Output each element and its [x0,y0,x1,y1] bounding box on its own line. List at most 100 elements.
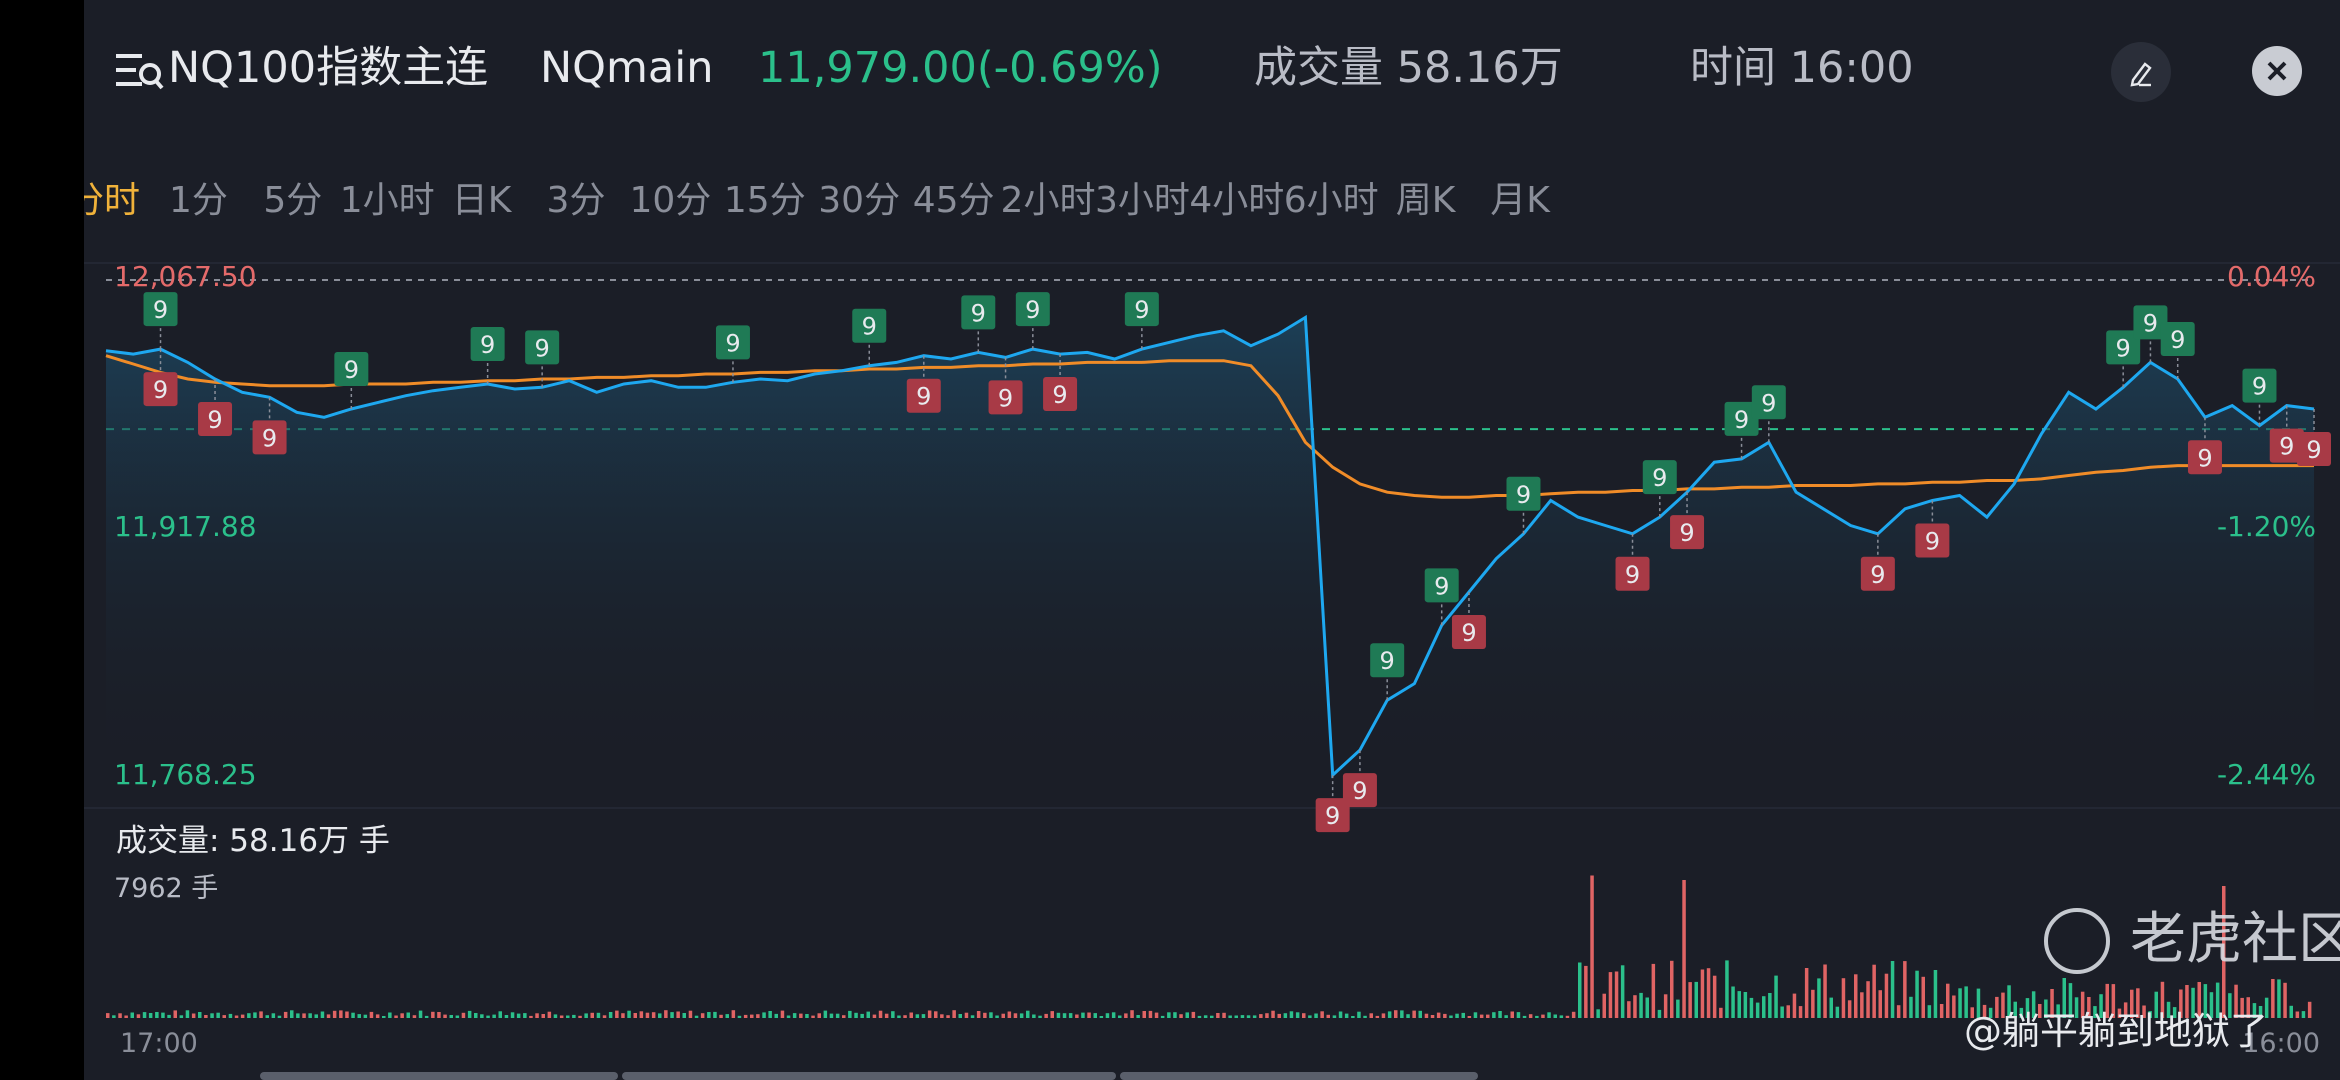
td-marker-buy [2106,330,2141,365]
td-marker-label: 9 [1516,481,1531,509]
tab-8[interactable]: 30分 [818,180,901,221]
volume-bar [1124,1013,1128,1018]
tab-2[interactable]: 5分 [263,180,323,221]
volume-bar [2025,998,2030,1018]
tab-4[interactable]: 日K [451,180,512,221]
volume-bar [1394,1010,1398,1018]
tab-5[interactable]: 3分 [546,180,606,221]
scrollbar-middle[interactable] [622,1072,1116,1080]
menu-search-icon[interactable] [116,50,164,92]
volume-bar [835,1013,840,1018]
td-marker-label: 9 [344,356,359,384]
volume-bar [670,1012,674,1018]
volume-bar [1344,1013,1349,1018]
volume-bar [891,1011,895,1018]
volume-bar [633,1013,637,1018]
volume-bar [1099,1016,1104,1018]
volume-bar [1706,968,1711,1018]
volume-bar [1553,1014,1557,1018]
td-marker-label: 9 [1352,777,1367,805]
volume-bar [805,1014,809,1018]
volume-bar [2222,886,2226,1018]
volume-bar [1418,1010,1422,1018]
td-marker-label: 9 [1679,519,1694,547]
volume-bar [424,1015,429,1018]
price-axis-low: 11,768.25 [114,758,257,791]
volume-bar [1694,981,1698,1018]
volume-bar [1602,993,1606,1018]
percent-axis-high: 0.04% [2227,260,2316,293]
volume-bar [253,1012,257,1018]
volume-bar [1970,1007,1974,1018]
volume-bar [222,1015,226,1018]
tab-0[interactable]: 分时 [84,180,141,221]
volume-bar [2283,982,2287,1018]
volume-bar [1160,1015,1165,1018]
tab-10[interactable]: 2小时 [1000,180,1096,221]
tab-13[interactable]: 6小时 [1283,180,1379,221]
volume-bar [198,1012,202,1018]
tab-11[interactable]: 3小时 [1094,180,1190,221]
td-marker-label: 9 [1134,296,1149,324]
tab-divider [84,262,2340,264]
volume-bar [884,1013,889,1018]
volume-bar [1915,970,1919,1018]
volume-bar [694,1015,699,1018]
td-marker-sell [1043,377,1078,412]
tab-3[interactable]: 1小时 [339,180,435,221]
tab-1[interactable]: 1分 [168,180,228,221]
volume-bar [535,1013,539,1018]
td-marker-sell [1315,798,1350,833]
td-marker-label: 9 [2197,444,2212,472]
volume-bar [1007,1011,1012,1018]
volume-bar [1289,1011,1294,1018]
td-marker-label: 9 [1052,381,1067,409]
td-marker-sell [1342,773,1377,808]
volume-bar [541,1014,545,1018]
volume-bar [866,1011,870,1018]
volume-bar [345,1011,349,1018]
td-marker-label: 9 [916,383,931,411]
td-marker-buy [1751,385,1786,420]
td-marker-sell [2297,431,2331,466]
volume-bar [1811,989,1815,1018]
volume-bar [2179,989,2183,1018]
volume-bar [1467,1016,1472,1018]
volume-bar [467,1010,472,1018]
tab-7[interactable]: 15分 [723,180,806,221]
tab-14[interactable]: 周K [1395,180,1456,221]
volume-bar [1762,996,1766,1018]
td-marker-label: 9 [1434,572,1449,600]
scrollbar-left[interactable] [260,1072,618,1080]
volume-bar [1896,1005,1901,1018]
scrollbar-right[interactable] [1120,1072,1478,1080]
volume-bar [394,1015,398,1018]
tab-9[interactable]: 45分 [912,180,995,221]
volume-bar [1210,1015,1214,1018]
volume-bar [1142,1011,1146,1018]
tab-6[interactable]: 10分 [629,180,712,221]
volume-bar [1314,1013,1318,1018]
time-axis-end: 16:00 [2242,1028,2320,1059]
edit-button[interactable] [2111,42,2171,102]
td-marker-label: 9 [1380,647,1395,675]
td-marker-label: 9 [2116,334,2131,362]
volume-bar [228,1013,233,1018]
symbol-name[interactable]: NQ100指数主连 [168,43,489,93]
volume-bar [449,1015,453,1018]
tab-12[interactable]: 4小时 [1189,180,1285,221]
volume-bar [590,1012,594,1018]
td-marker-label: 9 [1925,528,1940,556]
volume-bar [2087,997,2091,1018]
volume-bar [2013,1001,2017,1018]
volume-bar [915,1014,920,1018]
volume-bar [627,1010,631,1018]
volume-bar [750,1014,754,1018]
close-button[interactable] [2252,46,2302,96]
tab-15[interactable]: 月K [1490,180,1550,221]
volume-bar [461,1012,466,1018]
volume-bar [1320,1011,1324,1018]
volume-bar [1068,1013,1073,1018]
volume-bar [437,1012,441,1018]
